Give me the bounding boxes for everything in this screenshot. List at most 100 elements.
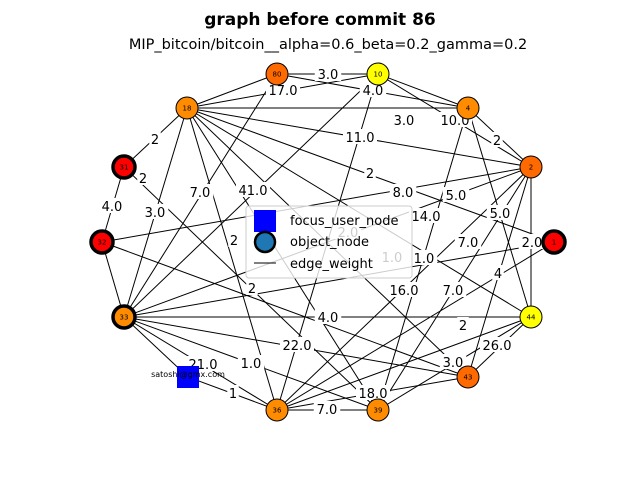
edge-label-bg	[439, 354, 467, 369]
edge-weight-label: 2.0	[522, 236, 543, 251]
edge-weight-label: 4.0	[318, 311, 339, 326]
edge-weight-label: 2	[493, 134, 501, 149]
edge-label-bg	[313, 401, 341, 416]
edge-weight-label: 2	[366, 167, 374, 182]
edge-label-bg	[518, 234, 546, 249]
edge-weight-label: 7.0	[458, 236, 479, 251]
edge-label-bg	[439, 282, 467, 297]
edge-label-bg	[364, 165, 376, 180]
edge-weight-label: 5.0	[446, 189, 467, 204]
edge-weight-label: 5.0	[490, 207, 511, 222]
edge-line	[123, 241, 555, 318]
node-32	[89, 229, 115, 255]
node-43	[456, 365, 480, 389]
node-label-1: 1	[552, 239, 556, 247]
edge-weight-label: 2	[230, 234, 238, 249]
edge-weight-label: 7.0	[443, 284, 464, 299]
edge-weight-label: 4.0	[102, 200, 123, 215]
nodes-layer: 80 10 4 18 2 31 1 32 33 44 43 36 39 satoshi@gmx.com	[89, 62, 567, 422]
edge-line	[276, 316, 532, 411]
figure-subtitle: MIP_bitcoin/bitcoin__alpha=0.6_beta=0.2_…	[129, 37, 527, 53]
edge-label-bg	[236, 182, 270, 197]
edge-weight-label: 1.0	[241, 357, 262, 372]
legend: focus_user_node object_node edge_weight	[245, 205, 413, 279]
edge-label-bg	[266, 82, 300, 97]
legend-object-label: object_node	[290, 235, 369, 250]
edge-label-bg	[227, 385, 239, 400]
node-80	[265, 62, 289, 86]
edge-label-bg	[409, 208, 443, 223]
node-31	[111, 154, 137, 180]
legend-object-marker	[253, 230, 277, 254]
edge-weight-label: 22.0	[283, 339, 312, 354]
node-label-44: 44	[527, 314, 536, 322]
edge-label-bg	[137, 170, 149, 185]
edge-weight-label: 2	[459, 319, 467, 334]
edge-label-bg	[314, 66, 342, 81]
edge-weight-label: 11.0	[346, 131, 375, 146]
edge-label-bg	[343, 129, 377, 144]
edge-weight-label: 3.0	[443, 356, 464, 371]
edge-label-bg	[390, 112, 418, 127]
edge-weight-label: 7.0	[317, 403, 338, 418]
edge-weight-label: 1	[229, 387, 237, 402]
node-label-32: 32	[98, 239, 107, 247]
edge-label-bg	[141, 204, 169, 219]
edge-line	[101, 241, 125, 318]
node-label-31: 31	[120, 164, 129, 172]
edge-weight-label: 7.0	[190, 186, 211, 201]
edge-label-bg	[389, 184, 417, 199]
figure-title: graph before commit 86	[204, 10, 436, 30]
node-label-80: 80	[273, 71, 282, 79]
node-label-33: 33	[120, 314, 129, 322]
edge-label-bg	[492, 265, 504, 280]
edge-line	[377, 73, 469, 109]
legend-focus-marker	[254, 210, 276, 232]
edge-label-bg	[457, 317, 469, 332]
edge-label-bg	[387, 282, 421, 297]
edge-label-bg	[98, 198, 126, 213]
edge-weight-label: 4	[494, 267, 502, 282]
edge-line	[101, 241, 469, 378]
edge-label-bg	[149, 131, 161, 146]
edge-weight-label: 2	[151, 133, 159, 148]
edge-label-bg	[237, 355, 265, 370]
edge-weight-label: 2	[139, 172, 147, 187]
node-33	[111, 304, 137, 330]
node-label-36: 36	[273, 407, 282, 415]
edge-label-bg	[410, 250, 438, 265]
node-2	[519, 155, 543, 179]
edge-label-bg	[246, 280, 258, 295]
edge-weight-label: 18.0	[359, 387, 388, 402]
edge-line	[101, 166, 532, 243]
node-label-4: 4	[466, 105, 471, 113]
legend-box	[245, 205, 413, 279]
edge-weight-label: 3.0	[318, 68, 339, 83]
edge-label-bg	[186, 184, 214, 199]
edge-weight-label: 4.0	[363, 84, 384, 99]
edge-weight-label: 41.0	[239, 184, 268, 199]
node-36	[265, 398, 289, 422]
edge-weight-label: 16.0	[390, 284, 419, 299]
legend-focus-label: focus_user_node	[290, 214, 399, 229]
edge-weight-label: 3.0	[394, 114, 415, 129]
edge-line	[276, 241, 555, 411]
focus-user-node	[177, 366, 199, 388]
edge-label-bg	[314, 309, 342, 324]
edge-label-bg	[491, 132, 503, 147]
edge-label-bg	[454, 234, 482, 249]
node-44	[519, 305, 543, 329]
node-label-39: 39	[374, 407, 383, 415]
node-18	[175, 96, 199, 120]
edge-weight-label: 2	[248, 282, 256, 297]
edge-weight-label: 26.0	[483, 339, 512, 354]
edge-label-bg	[480, 337, 514, 352]
edge-weight-label: 8.0	[393, 186, 414, 201]
edge-line	[186, 73, 278, 109]
node-label-2: 2	[529, 164, 533, 172]
node-label-18: 18	[183, 105, 192, 113]
node-label-10: 10	[374, 71, 383, 79]
edge-label-bg	[228, 232, 240, 247]
edge-weight-label: 14.0	[412, 210, 441, 225]
